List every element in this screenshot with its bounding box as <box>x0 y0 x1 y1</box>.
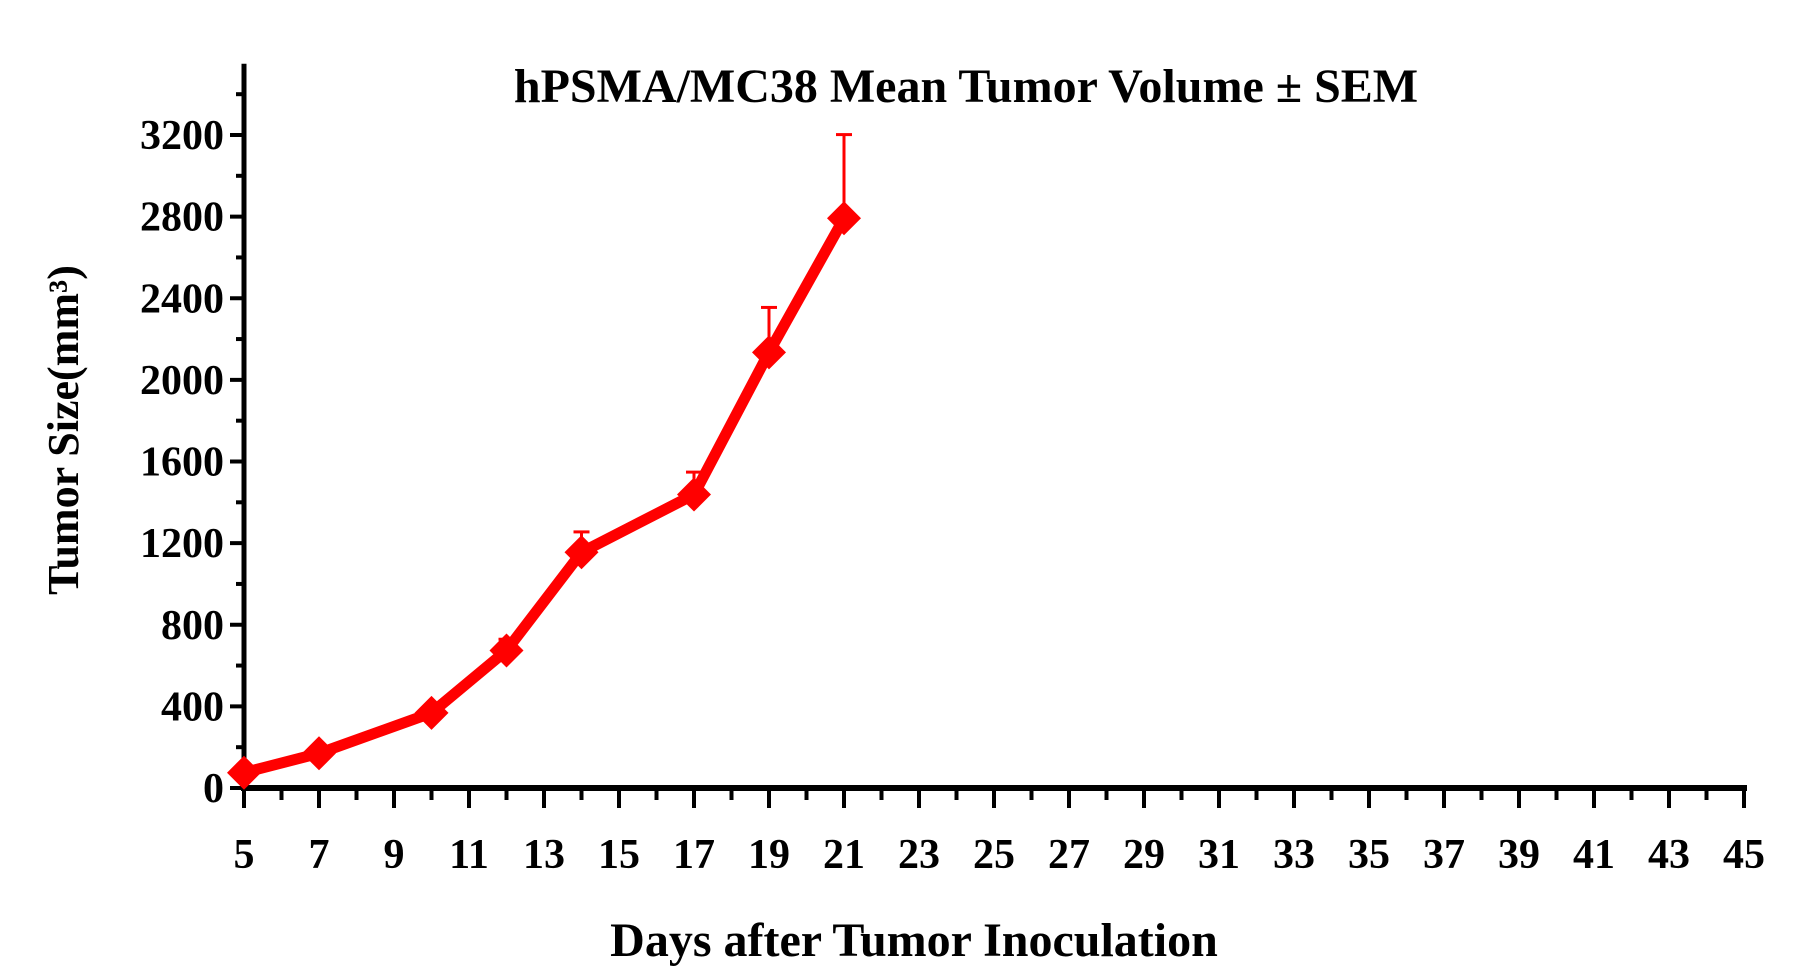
data-point-diamond <box>302 736 336 771</box>
chart-title: hPSMA/MC38 Mean Tumor Volume ± SEM <box>514 60 1418 113</box>
x-tick-label: 21 <box>823 832 865 878</box>
x-tick-label: 13 <box>523 832 565 878</box>
axes: 0 400 800 1200 1600 2000 2400 2800 3200 5 7 9 11 13 15… <box>140 63 1765 878</box>
x-tick-label: 31 <box>1198 832 1240 878</box>
data-point-diamond <box>677 477 711 512</box>
y-tick-label: 400 <box>161 684 224 730</box>
y-tick-label: 1600 <box>140 440 224 486</box>
x-tick-label: 33 <box>1273 832 1315 878</box>
data-point-diamond <box>564 535 599 570</box>
y-tick-label: 2400 <box>140 276 224 322</box>
x-tick-label: 43 <box>1648 832 1690 878</box>
y-tick-label: 1200 <box>140 521 224 567</box>
x-tick-label: 35 <box>1348 832 1390 878</box>
data-point-diamond <box>489 633 524 668</box>
x-tick-label: 39 <box>1498 832 1540 878</box>
x-tick-label: 11 <box>449 832 489 878</box>
x-tick-label: 19 <box>748 832 790 878</box>
y-tick-label: 2000 <box>140 358 224 404</box>
data-point-diamond <box>414 695 449 730</box>
x-tick-label: 41 <box>1573 832 1615 878</box>
y-tick-label: 800 <box>161 603 224 649</box>
x-tick-label: 23 <box>898 832 940 878</box>
y-axis-label-text: Tumor Size(mm³) <box>39 265 88 595</box>
x-tick-label: 17 <box>673 832 715 878</box>
data-point-diamond <box>752 335 786 370</box>
plot-area <box>227 133 861 790</box>
x-tick-label: 5 <box>234 832 255 878</box>
x-tick-label: 37 <box>1423 832 1465 878</box>
x-tick-label: 25 <box>973 832 1015 878</box>
series-line <box>242 215 849 779</box>
data-point-diamond <box>227 755 261 790</box>
y-axis-label: Tumor Size(mm³) <box>39 265 88 595</box>
x-tick-label: 7 <box>309 832 330 878</box>
y-tick-label: 2800 <box>140 195 224 241</box>
x-tick-label: 29 <box>1123 832 1165 878</box>
x-tick-label: 27 <box>1048 832 1090 878</box>
x-axis-label: Days after Tumor Inoculation <box>610 914 1218 967</box>
x-tick-label: 15 <box>598 832 640 878</box>
y-tick-label: 3200 <box>140 113 224 159</box>
y-tick-label: 0 <box>203 766 224 812</box>
x-tick-label: 9 <box>384 832 405 878</box>
data-point-diamond <box>827 201 861 236</box>
x-tick-label: 45 <box>1723 832 1765 878</box>
